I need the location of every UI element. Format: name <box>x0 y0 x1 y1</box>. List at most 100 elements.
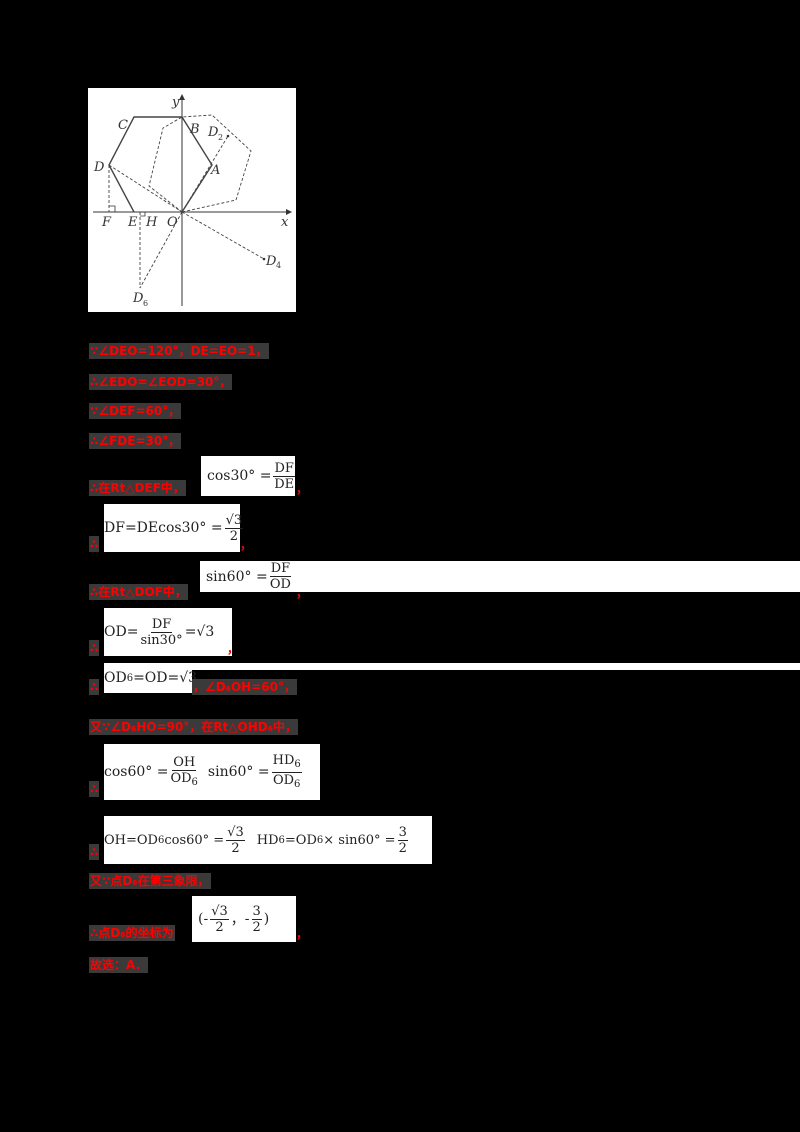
label-y: y <box>171 95 180 110</box>
solution-line-3: ∵∠DEF=60°， <box>89 403 182 419</box>
denominator: DE <box>274 476 295 492</box>
solution-line-8-prefix: ∴ <box>89 640 100 656</box>
solution-answer: 故选：A． <box>89 957 149 973</box>
subscript: 6 <box>294 778 301 790</box>
subscript: 6 <box>191 776 198 788</box>
formula-text: cos60° = <box>104 764 169 780</box>
fraction: DF DE <box>273 460 295 492</box>
comma: ， <box>296 927 309 941</box>
denominator: 2 <box>229 528 238 544</box>
formula-text: DF=DEcos30° = <box>104 520 223 536</box>
numerator: √3 <box>210 903 229 920</box>
formula-df: DF=DEcos30° = √3 2 <box>104 504 244 552</box>
label-D2-sub: 2 <box>218 133 223 142</box>
numerator: DF <box>273 460 295 477</box>
paren-close: ) <box>263 911 270 927</box>
subscript: 6 <box>157 834 165 846</box>
label-D4-sub: 4 <box>276 261 281 270</box>
formula-text: sin60° = <box>207 764 270 780</box>
label-D2: D <box>207 125 219 140</box>
solution-line-4: ∴∠FDE=30°， <box>89 433 182 449</box>
solution-line-6-prefix: ∴ <box>89 536 100 552</box>
formula-text: cos30° = <box>207 468 272 484</box>
denominator: OD <box>269 577 291 592</box>
formula-text: OD= <box>104 624 139 640</box>
fraction: DF OD <box>269 561 292 592</box>
denominator: sin30° <box>140 632 183 648</box>
formula-cos30: cos30° = DF DE <box>201 456 295 496</box>
subscript: 6 <box>278 834 285 846</box>
comma: ， <box>227 642 240 656</box>
comma: ， <box>240 538 253 552</box>
separator: ， <box>230 912 245 928</box>
solution-line-11-prefix: ∴ <box>89 781 100 797</box>
label-D6: D <box>132 291 144 306</box>
solution-line-5-prefix: ∴在Rt△DEF中， <box>89 480 186 496</box>
label-H: H <box>145 215 158 230</box>
label-D6-sub: 6 <box>143 299 148 308</box>
white-band <box>180 663 800 670</box>
hexagon-rotation-diagram: y x C B D 2 A D F E H O D 4 D 6 <box>93 94 292 308</box>
solution-line-13: 又∵点D₆在第三象限， <box>89 873 211 889</box>
formula-text: HD <box>256 832 279 848</box>
label-O: O <box>167 215 178 230</box>
fraction: √3 2 <box>226 825 245 856</box>
solution-line-9-prefix: ∴ <box>89 679 100 695</box>
denominator: 2 <box>252 919 261 935</box>
fraction: DF sin30° <box>140 617 182 648</box>
solution-line-14-prefix: ∴点D₆的坐标为 <box>89 925 175 941</box>
denominator: 2 <box>215 919 224 935</box>
label-E: E <box>127 215 138 230</box>
denominator: OD <box>170 770 192 786</box>
solution-line-7-prefix: ∴在Rt△DOF中， <box>89 584 188 600</box>
solution-line-10: 又∵∠D₆HO=90°，在Rt△OHD₆中， <box>89 719 298 735</box>
numerator: HD <box>272 752 295 768</box>
formula-od6: OD 6 =OD=√3 <box>104 663 197 693</box>
formula-text: OH=OD <box>104 832 158 848</box>
formula-text: =OD=√3 <box>133 670 198 686</box>
label-x: x <box>281 215 289 230</box>
numerator: 3 <box>251 903 262 920</box>
formula-od: OD= DF sin30° =√3 <box>104 608 232 656</box>
formula-text: cos60° = <box>164 832 225 848</box>
solution-line-1: ∵∠DEO=120°，DE=EO=1， <box>89 343 269 359</box>
sign: - <box>244 911 250 927</box>
label-F: F <box>101 215 112 230</box>
numerator: DF <box>150 616 173 633</box>
solution-line-9-suffix: ，∠D₆OH=60°， <box>192 679 297 695</box>
sign: - <box>203 911 209 927</box>
subscript: 6 <box>316 834 324 846</box>
denominator: OD <box>272 772 295 788</box>
numerator: 3 <box>397 824 408 841</box>
fraction: √3 2 <box>210 904 229 935</box>
label-D4: D <box>265 254 277 269</box>
label-A: A <box>210 163 220 178</box>
formula-text: OD <box>104 670 127 686</box>
formula-sin60-od: sin60° = DF OD <box>200 561 800 592</box>
comma: ， <box>296 482 309 496</box>
label-D: D <box>93 160 105 175</box>
numerator: DF <box>269 561 292 577</box>
paren-open: ( <box>198 911 204 927</box>
denominator: 2 <box>398 840 407 856</box>
comma: ， <box>296 586 309 600</box>
formula-text: × sin60° = <box>323 832 396 848</box>
formula-text: =OD <box>284 832 317 848</box>
fraction: OH OD6 <box>170 755 197 790</box>
geometry-figure: y x C B D 2 A D F E H O D 4 D 6 <box>88 88 296 312</box>
denominator: 2 <box>231 840 240 856</box>
fraction: √3 2 <box>224 513 244 544</box>
solution-line-12-prefix: ∴ <box>89 844 100 860</box>
label-C: C <box>118 118 128 133</box>
numerator: √3 <box>226 824 245 841</box>
fraction: HD6 OD6 <box>271 752 302 792</box>
formula-text: sin60° = <box>206 568 268 585</box>
formula-cos60-sin60: cos60° = OH OD6 sin60° = HD6 OD6 <box>104 744 320 800</box>
label-B: B <box>189 122 200 137</box>
solution-line-2: ∴∠EDO=∠EOD=30°， <box>89 374 233 390</box>
subscript: 6 <box>126 672 134 684</box>
